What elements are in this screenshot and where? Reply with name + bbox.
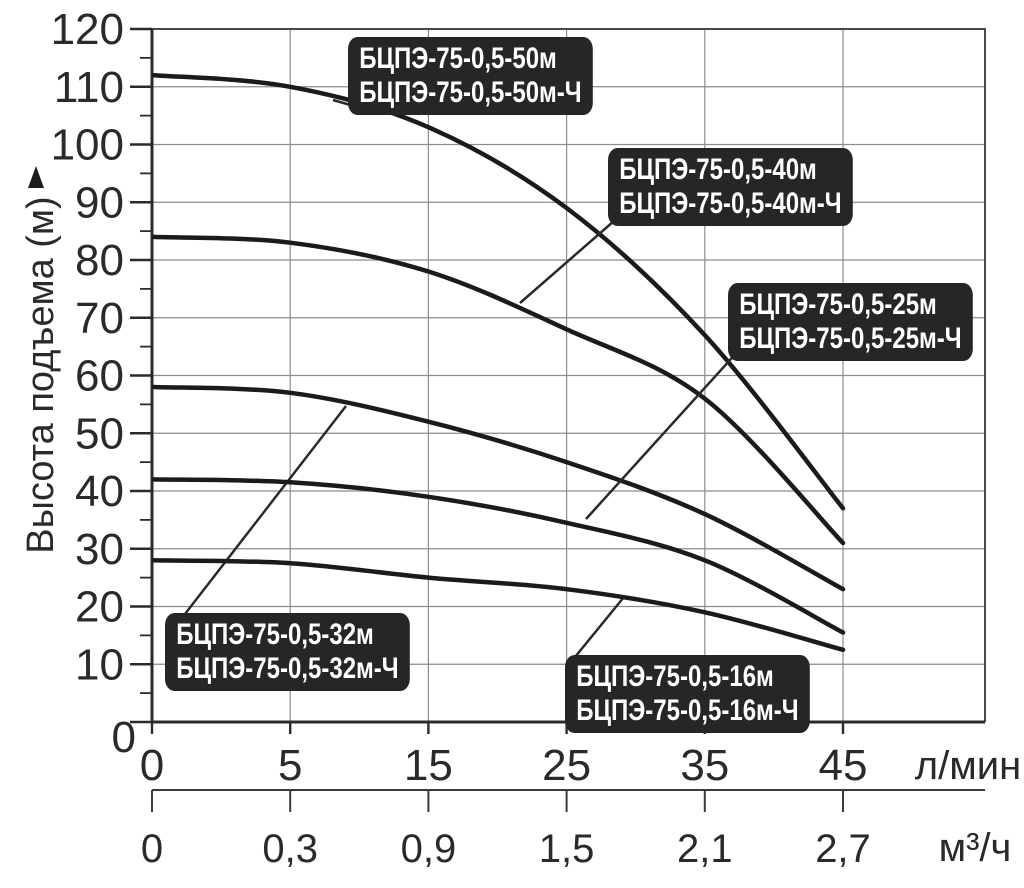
x-tick-label: 35: [680, 741, 729, 790]
callout-leader-32m: [184, 405, 347, 615]
y-tick-label: 60: [75, 352, 124, 401]
x-tick-label: 15: [404, 741, 453, 790]
y-axis-title: Высота подъема (м): [20, 196, 62, 553]
y-tick-label: 10: [75, 640, 124, 689]
pump-curve-16m: [151, 558, 846, 653]
x-tick-label: 0: [140, 741, 164, 790]
callout-leader-40m: [519, 213, 623, 304]
x-axis-primary-unit: л/мин: [915, 744, 1021, 788]
y-tick-label: 110: [54, 63, 124, 112]
y-tick-label: 80: [75, 236, 124, 285]
y-tick-label: 120: [51, 5, 124, 54]
callout-leader-16m: [574, 596, 625, 658]
pump-curve-32m: [151, 384, 846, 592]
x-axis-secondary-unit: м³/ч: [939, 826, 1012, 870]
callout-leader-25m: [585, 348, 741, 520]
x-tick-label: 5: [278, 741, 302, 790]
secondary-tick-label: 0,3: [262, 827, 318, 871]
y-axis-direction-arrow-icon: [28, 166, 44, 188]
y-tick-label: 90: [75, 178, 124, 227]
y-tick-label: 0: [112, 713, 136, 762]
y-tick-label: 40: [75, 467, 124, 516]
pump-curve-25m: [151, 477, 846, 635]
secondary-tick-label: 2,7: [815, 827, 871, 871]
y-tick-label: 30: [75, 525, 124, 574]
y-tick-label: 70: [75, 294, 124, 343]
y-tick-label: 20: [75, 583, 124, 632]
pump-curve-40m: [151, 234, 846, 546]
plot-border: [152, 28, 986, 722]
secondary-tick-label: 0: [141, 827, 163, 871]
secondary-tick-label: 1,5: [539, 827, 595, 871]
y-tick-label: 50: [75, 409, 124, 458]
x-tick-label: 45: [819, 741, 868, 790]
y-tick-label: 100: [51, 121, 124, 170]
pump-curve-50m: [151, 72, 846, 511]
secondary-tick-label: 0,9: [401, 827, 457, 871]
x-tick-label: 25: [542, 741, 591, 790]
secondary-tick-label: 2,1: [677, 827, 733, 871]
chart-generated-layer: 0 10 20 30 40 50 60 70 80 90 100 110 120 0 5 15 25 35 45 0 0…: [51, 5, 986, 871]
